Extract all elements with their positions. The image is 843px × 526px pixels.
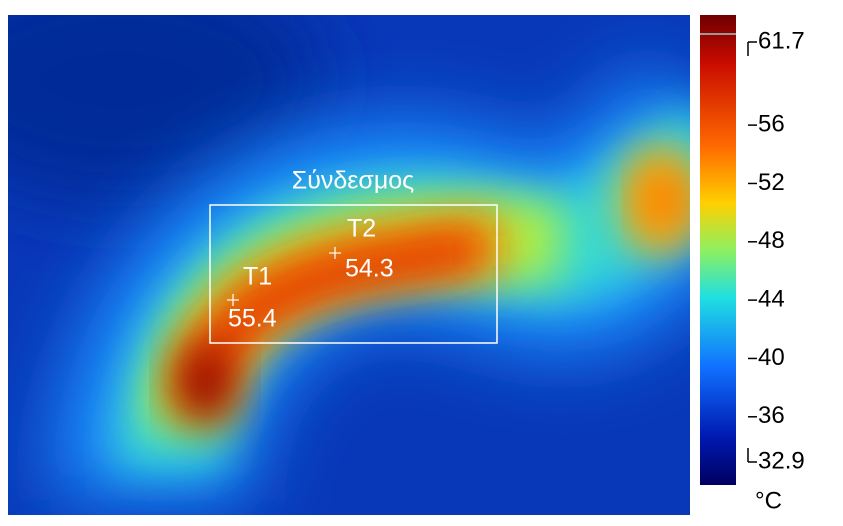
tick-label: 48 bbox=[758, 227, 785, 254]
spot-value: 54.3 bbox=[345, 255, 394, 283]
tick-label: 44 bbox=[758, 285, 785, 312]
tick-label: 36 bbox=[758, 402, 785, 429]
tick-label: 40 bbox=[758, 344, 785, 371]
tick-label: 61.7 bbox=[758, 27, 805, 54]
thermal-view: Σύνδεσμος T1 55.4 T2 54.3 °C 32.9 36 40 44 4… bbox=[0, 0, 843, 526]
tick-label: 56 bbox=[758, 110, 785, 137]
unit-label: °C bbox=[755, 487, 782, 514]
colorbar bbox=[700, 15, 736, 485]
tick-label: 32.9 bbox=[758, 447, 805, 474]
region-label: Σύνδεσμος bbox=[292, 167, 414, 195]
spot-label: T1 bbox=[243, 263, 272, 291]
spot-value: 55.4 bbox=[228, 305, 277, 333]
tick-label: 52 bbox=[758, 169, 785, 196]
spot-label: T2 bbox=[347, 215, 376, 243]
